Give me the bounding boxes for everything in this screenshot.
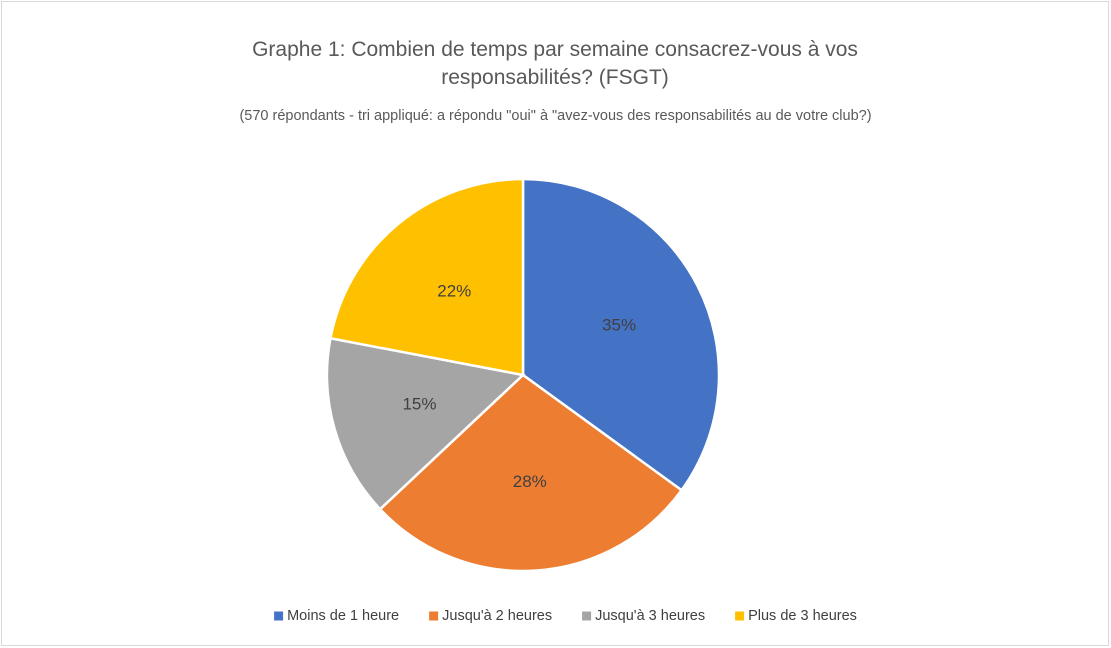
data-label: 28% — [513, 472, 547, 491]
legend-marker — [429, 611, 439, 621]
legend-marker — [735, 611, 745, 621]
legend-label: Jusqu'à 2 heures — [442, 608, 552, 624]
pie-slice — [378, 373, 684, 573]
legend-label: Jusqu'à 3 heures — [595, 608, 705, 624]
pie-slice — [329, 177, 525, 377]
legend-label: Moins de 1 heure — [287, 608, 399, 624]
chart-subtitle: (570 répondants - tri appliqué: a répond… — [239, 108, 872, 124]
legend-marker — [274, 611, 284, 621]
pie-slice — [325, 336, 526, 511]
legend: Moins de 1 heure Jusqu'à 2 heures Jusqu'à … — [274, 608, 857, 624]
legend-marker — [582, 611, 592, 621]
data-label: 15% — [402, 395, 436, 414]
legend-label: Plus de 3 heures — [748, 608, 857, 624]
data-label: 22% — [437, 281, 471, 300]
data-label: 35% — [602, 316, 636, 335]
pie-slice — [521, 177, 721, 492]
chart-title: Graphe 1: Combien de temps par semaine c… — [252, 38, 858, 89]
